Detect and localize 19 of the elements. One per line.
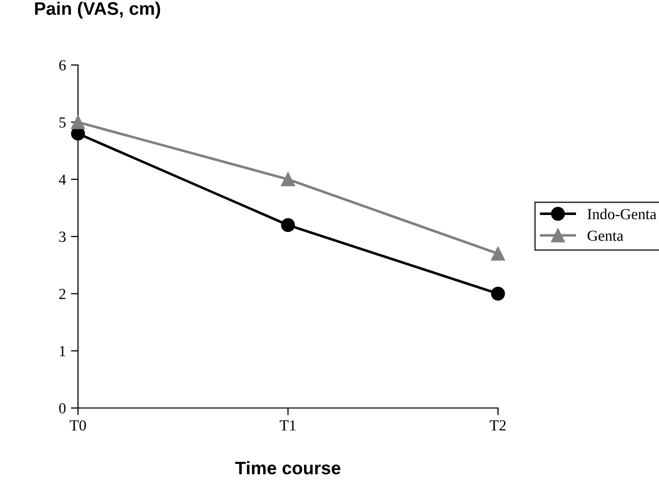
point — [491, 286, 505, 301]
legend-label: Genta — [588, 230, 624, 241]
y-tick-label: 3 — [59, 232, 66, 242]
y-tick-label: 1 — [60, 346, 66, 356]
y-tick-label: 4 — [58, 174, 66, 185]
x-tick-label: T2 — [490, 420, 506, 430]
point — [71, 115, 85, 130]
point — [281, 172, 295, 186]
y-tick-label: 5 — [59, 117, 66, 128]
y-tick-label: 0 — [59, 403, 66, 414]
y-axis-title: Pain (VAS, cm) — [35, 2, 160, 19]
x-axis-title: Time course — [235, 461, 340, 474]
x-tick-label: T1 — [280, 420, 296, 430]
legend-label: Indo-Genta — [588, 208, 656, 220]
point — [281, 218, 295, 232]
y-tick-label: 6 — [59, 60, 66, 70]
y-tick-label: 2 — [59, 288, 66, 299]
point — [491, 246, 505, 261]
x-tick-label: T0 — [70, 420, 86, 431]
